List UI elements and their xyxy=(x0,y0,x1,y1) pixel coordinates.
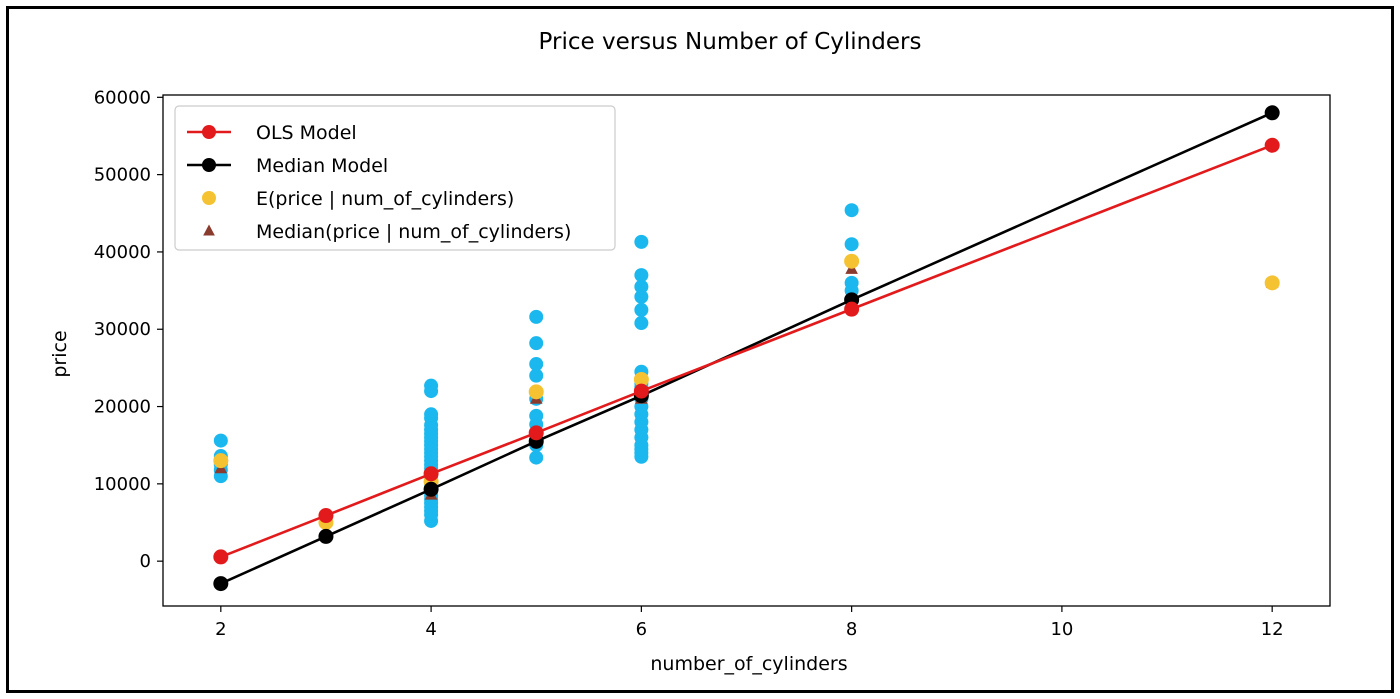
y-tick-label: 40000 xyxy=(94,242,151,263)
y-tick-label: 10000 xyxy=(94,474,151,495)
mean-price-point xyxy=(844,253,860,269)
mean-price-point xyxy=(633,371,649,387)
median-model-point xyxy=(318,528,334,544)
x-axis-title: number_of_cylinders xyxy=(650,653,847,675)
ols-model-point xyxy=(423,466,439,482)
ols-model-point xyxy=(213,549,229,565)
mean-price-point xyxy=(213,453,229,469)
observation-point xyxy=(424,513,439,528)
observation-point xyxy=(529,357,544,372)
legend-label: OLS Model xyxy=(256,122,357,144)
plot-area: 2 4 6 8 10 12 0 10000 20000 30000 40000 50000 60000 xyxy=(94,87,1331,640)
legend-median-price-marker xyxy=(203,224,215,236)
chart-title: Price versus Number of Cylinders xyxy=(539,29,922,55)
observation-point xyxy=(424,384,439,399)
legend: OLS Model Median Model E(price | num_of_cy… xyxy=(174,105,616,251)
observation-point xyxy=(634,316,649,331)
ols-model-point xyxy=(633,383,649,399)
y-tick-label: 60000 xyxy=(94,87,151,108)
observation-point xyxy=(844,203,859,218)
legend-median-marker xyxy=(202,158,216,172)
plot-frame xyxy=(162,94,1331,607)
ols-model-point xyxy=(1264,137,1280,153)
y-tick-label: 30000 xyxy=(94,319,151,340)
y-tick-label: 20000 xyxy=(94,397,151,418)
observation-point xyxy=(634,302,649,317)
legend-label: Median Model xyxy=(256,155,388,177)
chart-canvas: Price versus Number of Cylinders 2 4 6 8 10 1… xyxy=(49,29,1331,675)
legend-box xyxy=(174,105,616,251)
x-tick-label: 6 xyxy=(636,619,647,640)
median-model-point xyxy=(423,481,439,497)
observation-point xyxy=(529,450,544,465)
observation-point xyxy=(634,449,649,464)
observation-point xyxy=(529,309,544,324)
observation-point xyxy=(844,237,859,252)
median-model-point xyxy=(1264,105,1280,121)
x-tick-label: 2 xyxy=(215,619,226,640)
y-axis-title: price xyxy=(49,330,71,377)
legend-mean-marker xyxy=(202,191,216,205)
ols-model-point xyxy=(318,508,334,524)
x-tick-label: 12 xyxy=(1261,619,1284,640)
observation-point xyxy=(529,336,544,351)
ols-model-point xyxy=(528,425,544,441)
observation-point xyxy=(634,268,649,283)
observation-point xyxy=(213,433,228,448)
figure-frame: Price versus Number of Cylinders 2 4 6 8 10 1… xyxy=(6,6,1394,693)
legend-ols-marker xyxy=(202,125,216,139)
observation-point xyxy=(634,279,649,294)
observation-point xyxy=(634,234,649,249)
observation-point xyxy=(634,289,649,304)
legend-label: E(price | num_of_cylinders) xyxy=(256,188,514,210)
y-tick-label: 0 xyxy=(140,551,151,572)
legend-label: Median(price | num_of_cylinders) xyxy=(256,221,571,243)
x-tick-label: 4 xyxy=(425,619,436,640)
x-tick-label: 8 xyxy=(846,619,857,640)
ols-model-point xyxy=(844,301,860,317)
y-tick-label: 50000 xyxy=(94,165,151,186)
median-model-point xyxy=(213,576,229,592)
x-tick-label: 10 xyxy=(1050,619,1073,640)
observation-point xyxy=(529,368,544,383)
mean-price-point xyxy=(1264,275,1280,291)
mean-price-point xyxy=(528,384,544,400)
